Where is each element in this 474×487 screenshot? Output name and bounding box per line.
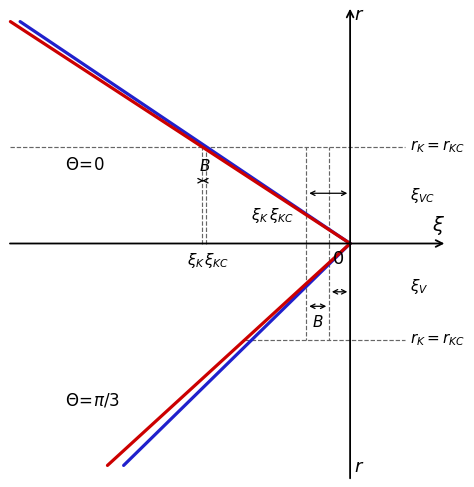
Text: $\xi$: $\xi$: [432, 214, 446, 237]
Text: $r$: $r$: [354, 458, 365, 476]
Text: $\xi_{KC}$: $\xi_{KC}$: [204, 251, 229, 270]
Text: $r_K = r_{KC}$: $r_K = r_{KC}$: [410, 332, 465, 349]
Text: $r$: $r$: [354, 6, 365, 24]
Text: $\xi_K$: $\xi_K$: [251, 206, 270, 225]
Text: $r_K = r_{KC}$: $r_K = r_{KC}$: [410, 138, 465, 155]
Text: $B$: $B$: [199, 158, 210, 174]
Text: $0$: $0$: [332, 250, 344, 268]
Text: $\xi_K$: $\xi_K$: [187, 251, 205, 270]
Text: $\Theta\!=\!0$: $\Theta\!=\!0$: [65, 156, 105, 174]
Text: $\Theta\!=\!\pi/3$: $\Theta\!=\!\pi/3$: [65, 391, 120, 409]
Text: $\xi_{KC}$: $\xi_{KC}$: [269, 206, 293, 225]
Text: $B$: $B$: [312, 314, 324, 330]
Text: $\xi_V$: $\xi_V$: [410, 278, 428, 297]
Text: $\xi_{VC}$: $\xi_{VC}$: [410, 186, 435, 205]
